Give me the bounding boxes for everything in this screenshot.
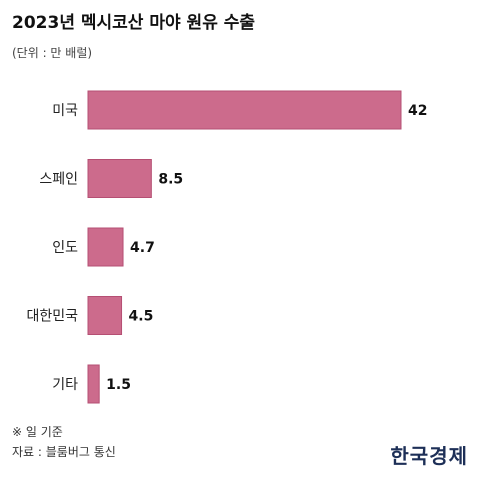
value-label-2: 4.7 <box>130 240 155 256</box>
value-label-3: 4.5 <box>129 309 154 325</box>
bar-1 <box>87 159 152 198</box>
unit-label: (단위 : 만 배럴) <box>12 46 93 60</box>
category-label-1: 스페인 <box>39 172 78 188</box>
category-label-0: 미국 <box>52 103 78 119</box>
footnote: ※ 일 기준 <box>12 425 63 439</box>
value-label-0: 42 <box>408 103 427 119</box>
publisher-logo: 한국경제 <box>390 444 468 468</box>
bar-0 <box>87 90 402 130</box>
category-label-2: 인도 <box>52 240 78 256</box>
bar-2 <box>87 227 124 267</box>
bar-3 <box>87 296 123 335</box>
value-label-4: 1.5 <box>106 377 131 393</box>
category-label-4: 기타 <box>52 377 78 393</box>
bar-4 <box>87 364 100 404</box>
source-note: 자료 : 블룸버그 통신 <box>12 445 116 459</box>
value-label-1: 8.5 <box>158 172 183 188</box>
category-label-3: 대한민국 <box>26 309 78 325</box>
chart-title: 2023년 멕시코산 마야 원유 수출 <box>12 13 256 33</box>
